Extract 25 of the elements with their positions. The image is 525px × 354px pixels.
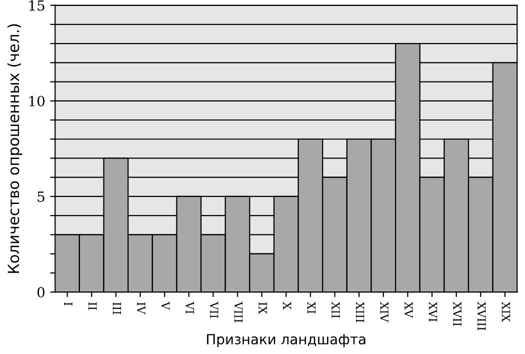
x-tick-label: XVIII bbox=[478, 302, 486, 330]
x-tick-label: III bbox=[112, 302, 121, 314]
x-tick-label: VII bbox=[210, 302, 218, 318]
x-tick-label: XIV bbox=[380, 302, 388, 322]
y-tick-label: 0 bbox=[37, 287, 44, 298]
x-tick-label: I bbox=[64, 302, 72, 306]
y-tick-label: 5 bbox=[38, 192, 44, 202]
x-tick-label: IV bbox=[137, 302, 146, 314]
y-tick-label: 15 bbox=[29, 0, 44, 11]
x-tick-label: XI bbox=[307, 302, 316, 314]
x-axis-title: Признаки ландшафта bbox=[207, 334, 366, 348]
y-tick-label: 10 bbox=[29, 96, 44, 106]
x-tick-label: IX bbox=[258, 302, 267, 314]
x-tick-label: XVI bbox=[428, 302, 438, 322]
y-axis-title: Количество опрошенных (чел.) bbox=[7, 24, 22, 273]
x-tick-label: XII bbox=[332, 302, 340, 318]
x-tick-label: XIX bbox=[502, 302, 510, 322]
x-tick-label: X bbox=[283, 302, 292, 310]
x-tick-label: V bbox=[161, 302, 170, 310]
x-tick-label: XVII bbox=[453, 302, 462, 326]
x-tick-label: VIII bbox=[234, 302, 243, 322]
x-tick-label: XV bbox=[404, 302, 413, 318]
x-tick-label: II bbox=[88, 302, 97, 310]
x-tick-label: VI bbox=[186, 302, 194, 314]
x-tick-label: XIII bbox=[356, 302, 364, 322]
